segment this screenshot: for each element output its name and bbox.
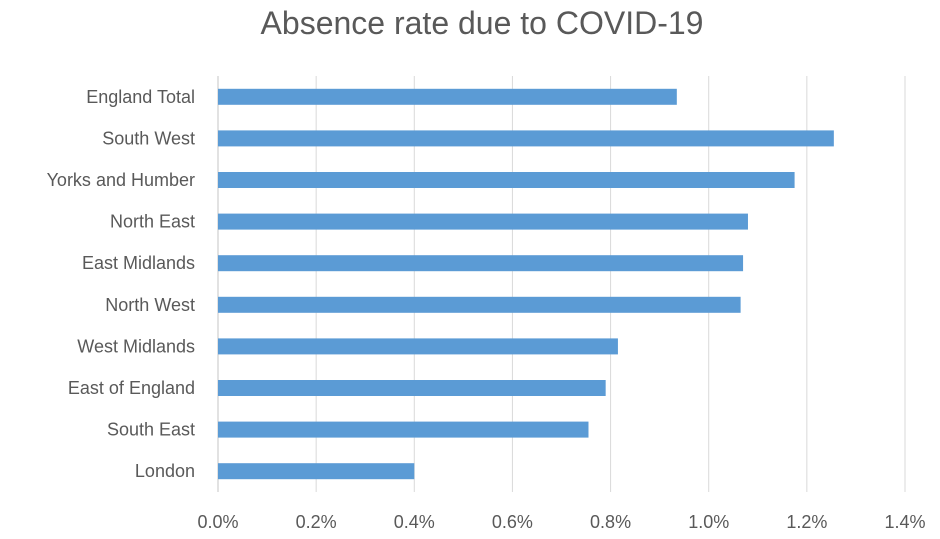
x-tick-label: 0.8%	[590, 512, 631, 532]
bar	[218, 88, 677, 105]
category-label: West Midlands	[77, 336, 195, 356]
bar	[218, 380, 606, 396]
chart-title: Absence rate due to COVID-19	[261, 5, 704, 41]
x-tick-label: 0.6%	[492, 512, 533, 532]
category-label: England Total	[86, 87, 195, 107]
x-tick-label: 0.0%	[197, 512, 238, 532]
x-tick-label: 1.2%	[786, 512, 827, 532]
bars	[218, 88, 834, 480]
bar	[218, 421, 589, 438]
x-tick-label: 1.4%	[884, 512, 925, 532]
category-label: East of England	[68, 378, 195, 398]
bar	[218, 213, 748, 230]
category-label: North East	[110, 212, 195, 232]
bar	[218, 130, 834, 147]
bar	[218, 463, 415, 480]
x-tick-label: 0.4%	[394, 512, 435, 532]
x-tick-labels: 0.0% 0.2% 0.4% 0.6% 0.8% 1.0% 1.2% 1.4%	[197, 512, 925, 532]
bar	[218, 255, 744, 272]
category-label: South East	[107, 420, 195, 440]
category-label: Yorks and Humber	[47, 170, 195, 190]
category-label: South West	[102, 128, 195, 148]
x-tick-label: 0.2%	[296, 512, 337, 532]
bar	[218, 172, 795, 188]
category-label: East Midlands	[82, 253, 195, 273]
category-labels: England Total South West Yorks and Humber N…	[47, 87, 195, 481]
category-label: London	[135, 461, 195, 481]
category-label: North West	[105, 295, 195, 315]
bar	[218, 338, 618, 355]
bar	[218, 296, 741, 313]
x-tick-label: 1.0%	[688, 512, 729, 532]
